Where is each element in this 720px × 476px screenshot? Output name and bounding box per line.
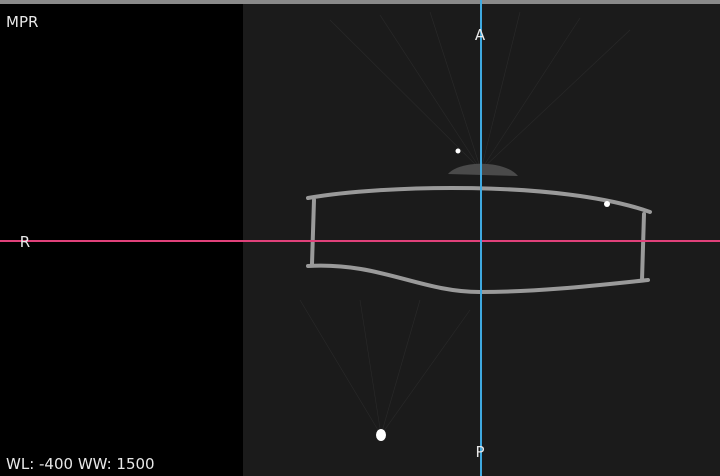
streak-artifacts — [299, 11, 631, 436]
window-info: WL: -400 WW: 1500 — [6, 455, 155, 473]
orientation-label: R — [20, 233, 30, 251]
orientation-label: P — [475, 443, 484, 461]
bright-spot — [604, 201, 610, 207]
bright-spot — [455, 148, 461, 154]
ct-frame — [306, 185, 652, 295]
mode-label: MPR — [6, 13, 38, 31]
top-border — [0, 0, 720, 4]
orientation-label: A — [475, 26, 486, 44]
bright-spot — [376, 429, 386, 441]
ct-object — [448, 163, 518, 176]
